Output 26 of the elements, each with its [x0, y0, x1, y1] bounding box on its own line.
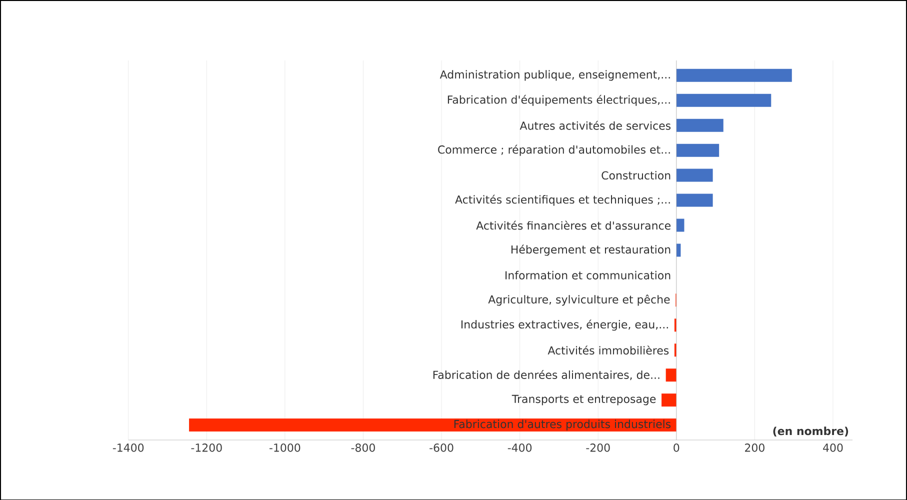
x-tick-label: -1200 — [191, 443, 222, 452]
annotation: (en nombre) — [773, 426, 848, 436]
x-tick-label: -1400 — [112, 443, 144, 452]
x-tick-label: 200 — [745, 443, 764, 452]
y-tick-label: Agriculture, sylviculture et pêche — [488, 294, 670, 306]
y-tick-label: Fabrication de denrées alimentaires, de... — [433, 370, 660, 380]
y-tick-label: Hébergement et restauration — [511, 244, 670, 256]
y-tick-label: Industries extractives, énergie, eau,... — [461, 319, 668, 330]
y-tick-label: Construction — [602, 170, 670, 180]
y-tick-label: Autres activités de services — [520, 120, 671, 130]
x-tick-label: 400 — [823, 443, 843, 452]
y-tick-label: Transports et entreposage — [512, 394, 656, 405]
y-tick-label: Information et communication — [506, 270, 670, 280]
y-tick-label: Activités immobilières — [548, 345, 669, 354]
y-tick-label: Fabrication d'équipements électriques,... — [448, 94, 670, 106]
x-tick-label: -400 — [508, 443, 532, 452]
y-tick-label: Administration publique, enseignement,... — [440, 70, 670, 81]
y-tick-label: Fabrication d'autres produits industriels — [454, 419, 671, 430]
x-tick-label: 0 — [674, 443, 680, 452]
x-tick-label: -1000 — [270, 443, 300, 452]
y-tick-label: Activités financières et d'assurance — [476, 220, 671, 230]
x-tick-label: -200 — [586, 443, 610, 452]
y-tick-label: Activités scientifiques et techniques ;... — [455, 194, 670, 206]
x-tick-label: -800 — [351, 443, 375, 452]
y-tick-label: Commerce ; réparation d'automobiles et... — [438, 144, 670, 156]
x-tick-label: -600 — [430, 443, 454, 452]
